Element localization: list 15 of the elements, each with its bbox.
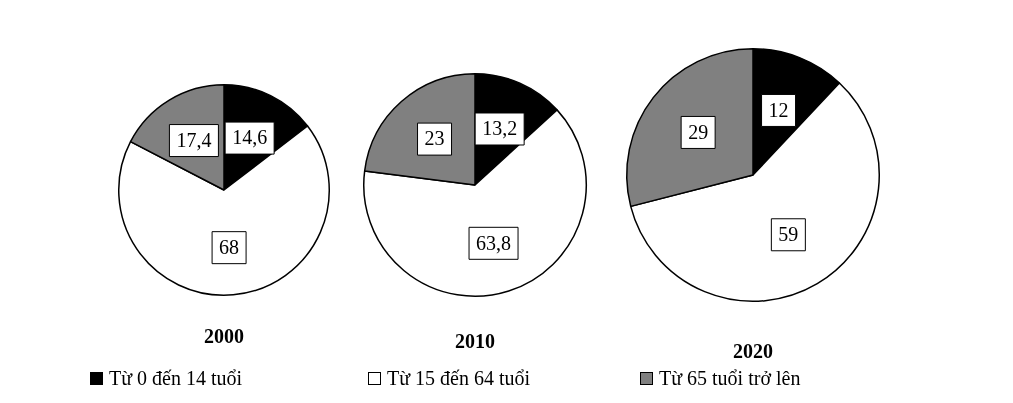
data-label: 59 [778,223,799,246]
data-label: 29 [688,120,709,143]
data-label: 12 [768,98,789,121]
text: 2020 [733,340,773,363]
data-label: 23 [424,127,445,150]
legend-label: Từ 0 đến 14 tuổi [109,367,243,390]
data-label: 14,6 [232,126,268,149]
text: 2000 [204,325,244,348]
legend-label: Từ 65 tuổi trở lên [659,367,801,390]
data-label: 68 [219,235,240,258]
data-label: 63,8 [476,231,512,254]
data-label: 13,2 [482,117,518,140]
legend-label: Từ 15 đến 64 tuổi [387,367,531,390]
text: 2010 [455,330,495,353]
data-label: 17,4 [176,128,212,151]
